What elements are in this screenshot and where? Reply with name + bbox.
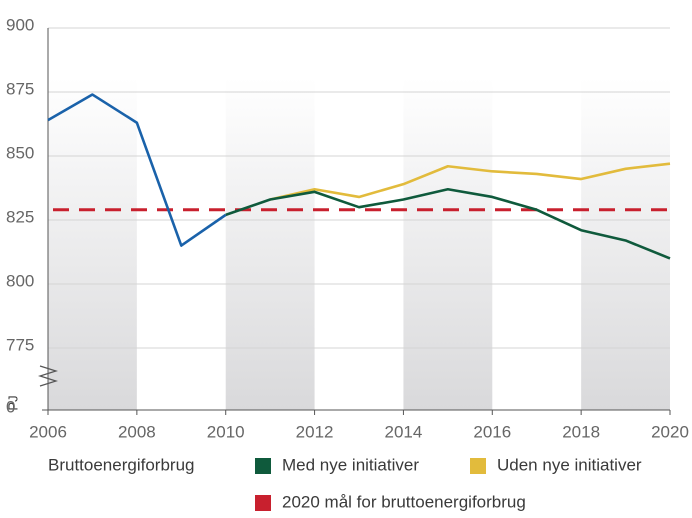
band (48, 78, 137, 410)
y-tick-label: 900 (6, 15, 34, 34)
legend-label: 2020 mål for bruttoenergiforbrug (282, 492, 526, 511)
x-tick-label: 2018 (562, 422, 600, 441)
legend-swatch (255, 458, 271, 474)
band (225, 78, 315, 410)
x-tick-label: 2012 (296, 422, 334, 441)
y-tick-label: 775 (6, 335, 34, 354)
x-tick-label: 2014 (385, 422, 423, 441)
x-tick-label: 2016 (473, 422, 511, 441)
y-tick-label: 800 (6, 271, 34, 290)
series-line (269, 162, 671, 201)
y-tick-label: 875 (6, 79, 34, 98)
y-tick-label: 0 (6, 397, 15, 416)
x-tick-label: 2006 (29, 422, 67, 441)
legend-label: Uden nye initiativer (497, 455, 642, 474)
axis-break (37, 365, 59, 387)
y-tick-label: 825 (6, 207, 34, 226)
x-tick-label: 2020 (651, 422, 689, 441)
x-tick-label: 2008 (118, 422, 156, 441)
legend-swatch (255, 495, 271, 511)
band (403, 78, 493, 410)
y-axis-label: PJ (5, 395, 20, 410)
series-line (47, 93, 227, 247)
legend-label: Med nye initiativer (282, 455, 419, 474)
band (581, 78, 670, 410)
legend-label: Bruttoenergiforbrug (48, 455, 194, 474)
y-tick-label: 850 (6, 143, 34, 162)
legend-swatch (470, 458, 486, 474)
x-tick-label: 2010 (207, 422, 245, 441)
series-line (225, 187, 671, 260)
